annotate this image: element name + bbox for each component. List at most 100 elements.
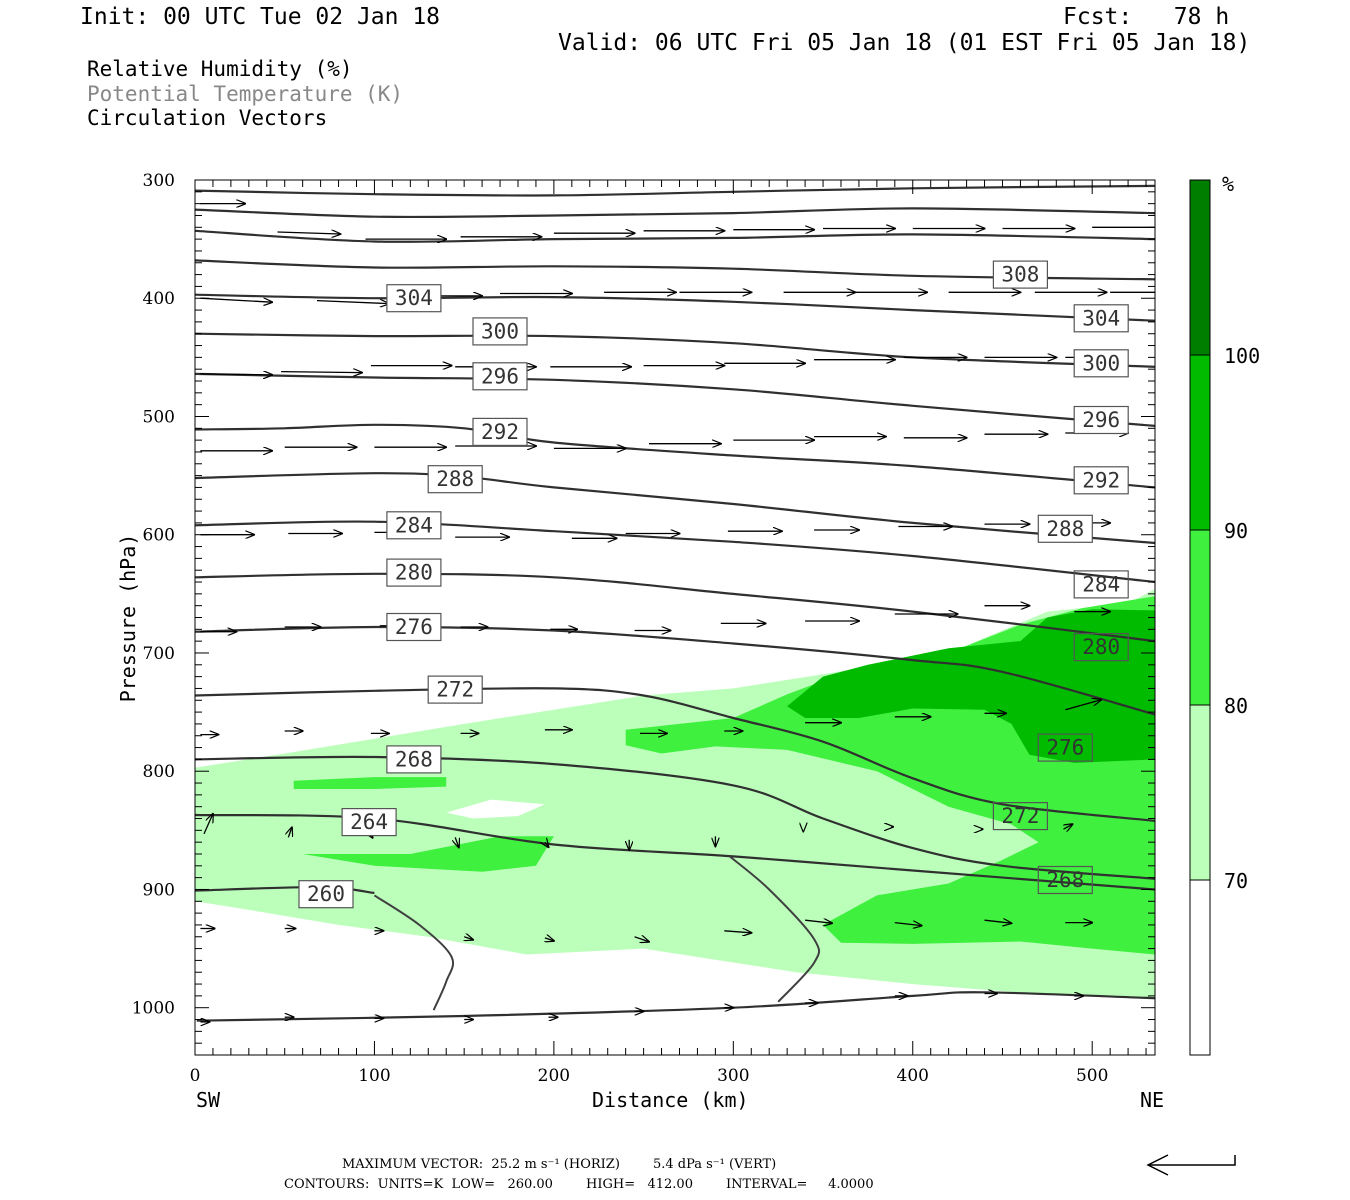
contour-label-260: 260 xyxy=(298,880,354,909)
contour-label-box xyxy=(1037,733,1093,762)
valid-time-label: Valid: 06 UTC Fri 05 Jan 18 (01 EST Fri … xyxy=(558,30,1251,56)
rh-region-80 xyxy=(293,777,447,789)
contour-label-text: 280 xyxy=(395,561,433,585)
contour-label-276: 276 xyxy=(1037,733,1093,762)
axes: 300 400 500 600 700 800 900 1000 0 100 200 300 400 50… xyxy=(132,171,1155,1086)
contour-label-text: 276 xyxy=(1046,736,1084,760)
contour-label-text: 272 xyxy=(1001,804,1039,828)
theta-contour-268 xyxy=(195,755,1155,880)
rh-region-90 xyxy=(787,609,1155,763)
circulation-vector xyxy=(203,814,213,835)
contour-label-288: 288 xyxy=(1037,514,1093,543)
circulation-vector xyxy=(545,842,549,847)
circulation-vector xyxy=(277,232,341,234)
contour-label-292: 292 xyxy=(1073,466,1129,495)
reference-vector-arrow xyxy=(1146,1154,1236,1176)
circulation-vector xyxy=(1064,824,1073,829)
contour-label-text: 300 xyxy=(1082,351,1120,375)
colorbar-unit: % xyxy=(1222,172,1235,196)
contour-label-text: 308 xyxy=(1001,263,1039,287)
circulation-vector xyxy=(464,937,473,940)
contour-label-text: 300 xyxy=(481,319,519,343)
legend-potential-temperature: Potential Temperature (K) xyxy=(87,82,404,106)
contour-label-box xyxy=(472,362,528,391)
contour-label-box xyxy=(1037,865,1093,895)
x-tick-label: 0 xyxy=(190,1066,201,1086)
rh-region-80 xyxy=(302,836,554,872)
theta-contour-310 xyxy=(195,207,1155,219)
x-tick-label: 500 xyxy=(1076,1066,1108,1086)
contour-label-text: 288 xyxy=(436,467,474,491)
y-tick-label: 900 xyxy=(143,880,175,900)
y-tick-label: 800 xyxy=(143,762,175,782)
contour-label-box xyxy=(1073,466,1129,495)
circulation-vectors xyxy=(200,204,1155,1022)
contour-label-text: 296 xyxy=(481,364,519,388)
circulation-vector xyxy=(200,374,272,375)
contour-label-300: 300 xyxy=(472,317,528,346)
circulation-vector xyxy=(545,938,554,941)
colorbar-segment xyxy=(1190,530,1210,705)
x-axis-start-label: SW xyxy=(196,1088,221,1112)
potential-temperature-contours xyxy=(195,184,1155,1022)
circulation-vector xyxy=(1065,700,1101,711)
init-time-label: Init: 00 UTC Tue 02 Jan 18 xyxy=(80,4,441,30)
contour-label-box xyxy=(1073,570,1129,599)
colorbar-label: 100 xyxy=(1224,344,1260,368)
contour-label-280: 280 xyxy=(1073,632,1129,662)
theta-contour-276 xyxy=(195,625,1155,716)
colorbar-label: 90 xyxy=(1224,519,1248,543)
contour-label-text: 284 xyxy=(1082,572,1120,596)
contour-label-text: 304 xyxy=(1082,306,1120,330)
contour-label-box xyxy=(341,807,397,837)
contour-labels: 3083043043003002962962922922882882842842… xyxy=(298,260,1129,909)
theta-contour-270 xyxy=(196,991,1155,1022)
circulation-vector xyxy=(455,837,459,847)
theta-contour-300 xyxy=(195,332,1155,368)
contour-label-268: 268 xyxy=(1037,865,1093,895)
contour-label-box xyxy=(1037,514,1093,543)
colorbar: 70 80 90 100 xyxy=(1189,179,1260,1056)
contour-label-box xyxy=(992,260,1049,289)
theta-contour-284 xyxy=(195,520,1155,584)
colorbar-segment xyxy=(1190,180,1210,355)
contour-label-288: 288 xyxy=(427,465,483,494)
contour-label-296: 296 xyxy=(1073,405,1129,435)
contour-label-text: 260 xyxy=(307,882,345,906)
contour-label-264: 264 xyxy=(341,807,397,837)
circulation-vector xyxy=(805,920,832,923)
theta-contour-low xyxy=(729,855,821,1003)
legend-relative-humidity: Relative Humidity (%) xyxy=(87,57,353,81)
contour-label-text: 292 xyxy=(481,420,519,444)
contour-label-292: 292 xyxy=(472,417,528,446)
legend-circulation-vectors: Circulation Vectors xyxy=(87,106,328,130)
colorbar-label: 80 xyxy=(1224,694,1248,718)
x-tick-label: 100 xyxy=(358,1066,390,1086)
contour-label-284: 284 xyxy=(1073,570,1129,599)
y-tick-label: 700 xyxy=(143,644,175,664)
y-tick-label: 400 xyxy=(143,289,175,309)
theta-contour-low xyxy=(373,894,455,1011)
contour-label-284: 284 xyxy=(386,511,442,540)
contour-label-text: 268 xyxy=(395,747,433,771)
contour-label-box xyxy=(472,417,528,446)
contour-label-box xyxy=(386,745,442,774)
contour-label-text: 268 xyxy=(1046,868,1084,892)
circulation-vector xyxy=(316,301,389,304)
contour-label-box xyxy=(386,284,442,313)
contour-label-box xyxy=(386,511,442,540)
max-vector-label: MAXIMUM VECTOR: 25.2 m s⁻¹ (HORIZ) 5.4 d… xyxy=(342,1157,777,1172)
contour-label-text: 292 xyxy=(1082,468,1120,492)
y-axis-title: Pressure (hPa) xyxy=(116,533,140,703)
theta-contour-312 xyxy=(195,184,1155,197)
contour-label-text: 280 xyxy=(1082,635,1120,659)
theta-contour-272 xyxy=(195,687,1155,822)
theta-contour-280 xyxy=(195,572,1155,643)
contour-label-300: 300 xyxy=(1073,349,1129,378)
colorbar-label: 70 xyxy=(1224,869,1248,893)
contour-label-text: 264 xyxy=(350,810,388,834)
contour-label-276: 276 xyxy=(386,612,442,642)
circulation-vector xyxy=(634,937,649,942)
contour-label-box xyxy=(427,675,483,704)
